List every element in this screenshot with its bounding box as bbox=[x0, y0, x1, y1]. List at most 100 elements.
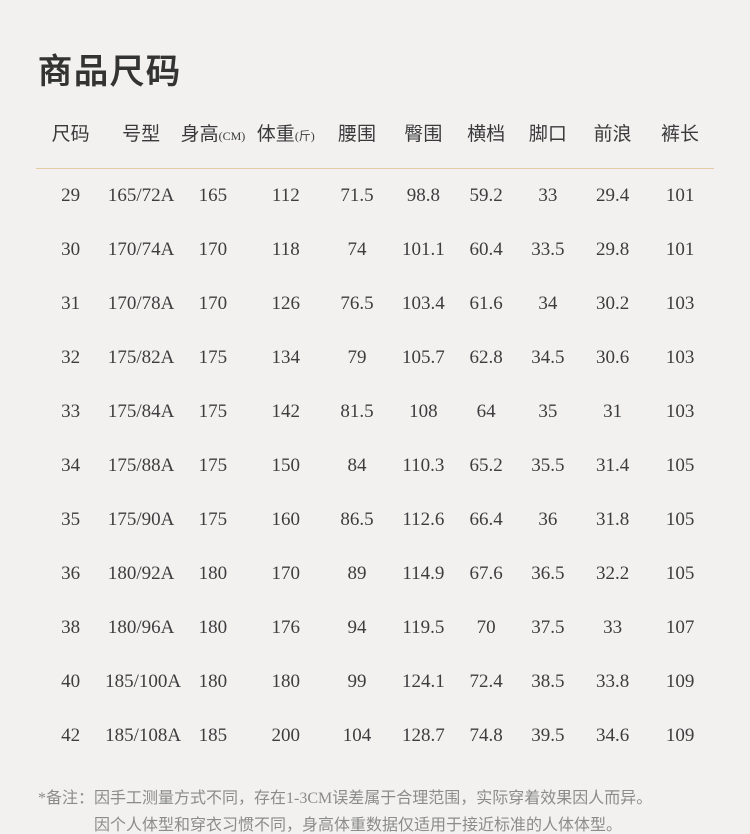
column-label-weight: 体重 bbox=[256, 124, 295, 145]
cell-weight: 134 bbox=[271, 346, 301, 368]
cell-size: 29 bbox=[61, 184, 81, 206]
cell-weight: 180 bbox=[271, 670, 301, 692]
cell-length: 107 bbox=[665, 616, 695, 638]
column-label-front-rise: 前浪 bbox=[593, 124, 632, 145]
cell-waist: 99 bbox=[347, 670, 367, 692]
cell-length: 103 bbox=[665, 400, 695, 422]
cell-height: 175 bbox=[198, 400, 228, 422]
cell-length: 105 bbox=[665, 454, 695, 476]
cell-front-rise: 33 bbox=[603, 616, 623, 638]
cell-leg-opening: 34 bbox=[538, 292, 558, 314]
cell-crotch: 74.8 bbox=[469, 724, 503, 746]
cell-waist: 94 bbox=[347, 616, 367, 638]
cell-size: 42 bbox=[61, 724, 81, 746]
cell-model: 180/96A bbox=[107, 616, 175, 638]
cell-hip: 114.9 bbox=[402, 562, 445, 584]
cell-height: 165 bbox=[198, 184, 228, 206]
cell-leg-opening: 33 bbox=[538, 184, 558, 206]
table-row: 33 175/84A 175 142 81.5 108 64 35 31 103 bbox=[36, 385, 714, 439]
header-row: 尺码 号型 身高(CM) 体重(斤) 腰围 臀围 横档 脚口 前浪 裤长 bbox=[36, 119, 714, 169]
column-header-hip: 臀围 bbox=[391, 119, 456, 169]
cell-crotch: 64 bbox=[476, 400, 496, 422]
cell-model: 180/92A bbox=[107, 562, 175, 584]
cell-length: 109 bbox=[665, 724, 695, 746]
size-table: 尺码 号型 身高(CM) 体重(斤) 腰围 臀围 横档 脚口 前浪 裤长 29 165/72A 165… bbox=[36, 119, 714, 763]
cell-weight: 170 bbox=[271, 562, 301, 584]
cell-waist: 104 bbox=[342, 724, 372, 746]
cell-front-rise: 34.6 bbox=[595, 724, 630, 746]
table-row: 36 180/92A 180 170 89 114.9 67.6 36.5 32.2 105 bbox=[36, 547, 714, 601]
cell-height: 180 bbox=[198, 562, 228, 584]
cell-leg-opening: 38.5 bbox=[531, 670, 565, 692]
size-table-header: 尺码 号型 身高(CM) 体重(斤) 腰围 臀围 横档 脚口 前浪 裤长 bbox=[36, 119, 714, 169]
column-unit-weight: (斤) bbox=[294, 129, 315, 143]
column-label-length: 裤长 bbox=[661, 124, 700, 145]
cell-length: 103 bbox=[665, 346, 695, 368]
column-label-waist: 腰围 bbox=[337, 124, 376, 145]
cell-size: 33 bbox=[61, 400, 81, 422]
cell-hip: 124.1 bbox=[402, 670, 445, 692]
cell-weight: 160 bbox=[271, 508, 301, 530]
cell-front-rise: 31 bbox=[603, 400, 623, 422]
cell-waist: 86.5 bbox=[340, 508, 374, 530]
cell-height: 175 bbox=[198, 508, 228, 530]
cell-leg-opening: 37.5 bbox=[531, 616, 565, 638]
cell-weight: 150 bbox=[271, 454, 301, 476]
column-header-crotch: 横档 bbox=[455, 119, 517, 169]
column-header-size: 尺码 bbox=[36, 119, 106, 169]
cell-model: 175/90A bbox=[107, 508, 175, 530]
cell-leg-opening: 33.5 bbox=[531, 238, 565, 260]
cell-leg-opening: 34.5 bbox=[531, 346, 565, 368]
cell-hip: 128.7 bbox=[402, 724, 445, 746]
cell-hip: 112.6 bbox=[402, 508, 445, 530]
cell-size: 36 bbox=[61, 562, 81, 584]
table-row: 42 185/108A 185 200 104 128.7 74.8 39.5 34.6 109 bbox=[36, 709, 714, 763]
column-header-weight: 体重(斤) bbox=[248, 119, 323, 169]
cell-size: 30 bbox=[61, 238, 81, 260]
table-row: 30 170/74A 170 118 74 101.1 60.4 33.5 29.8 101 bbox=[36, 223, 714, 277]
cell-waist: 76.5 bbox=[340, 292, 374, 314]
table-row: 40 185/100A 180 180 99 124.1 72.4 38.5 33.8 109 bbox=[36, 655, 714, 709]
cell-crotch: 67.6 bbox=[469, 562, 503, 584]
column-label-crotch: 横档 bbox=[467, 124, 506, 145]
cell-height: 180 bbox=[198, 670, 228, 692]
table-row: 29 165/72A 165 112 71.5 98.8 59.2 33 29.4 101 bbox=[36, 169, 714, 223]
column-header-model: 号型 bbox=[105, 119, 177, 169]
cell-length: 103 bbox=[665, 292, 695, 314]
cell-height: 175 bbox=[198, 454, 228, 476]
column-label-hip: 臀围 bbox=[404, 124, 443, 145]
cell-model: 175/88A bbox=[107, 454, 175, 476]
cell-size: 32 bbox=[61, 346, 81, 368]
cell-length: 101 bbox=[665, 238, 695, 260]
cell-weight: 176 bbox=[271, 616, 301, 638]
cell-hip: 105.7 bbox=[402, 346, 445, 368]
cell-weight: 126 bbox=[271, 292, 301, 314]
cell-front-rise: 31.8 bbox=[595, 508, 630, 530]
note-line: 因个人体型和穿衣习惯不同，身高体重数据仅适用于接近标准的人体体型。 bbox=[94, 816, 623, 834]
cell-height: 170 bbox=[198, 238, 228, 260]
column-label-model: 号型 bbox=[122, 124, 161, 145]
column-label-height: 身高 bbox=[180, 124, 219, 145]
column-header-front-rise: 前浪 bbox=[579, 119, 647, 169]
column-label-size: 尺码 bbox=[51, 124, 90, 145]
cell-length: 101 bbox=[665, 184, 695, 206]
cell-front-rise: 30.6 bbox=[595, 346, 630, 368]
cell-model: 170/74A bbox=[107, 238, 175, 260]
cell-waist: 89 bbox=[347, 562, 367, 584]
cell-size: 35 bbox=[61, 508, 81, 530]
cell-leg-opening: 35 bbox=[538, 400, 558, 422]
cell-front-rise: 29.8 bbox=[595, 238, 630, 260]
cell-crotch: 60.4 bbox=[469, 238, 503, 260]
cell-weight: 200 bbox=[271, 724, 301, 746]
column-header-length: 裤长 bbox=[646, 119, 714, 169]
cell-length: 105 bbox=[665, 508, 695, 530]
cell-leg-opening: 39.5 bbox=[531, 724, 565, 746]
cell-waist: 81.5 bbox=[340, 400, 374, 422]
cell-size: 40 bbox=[61, 670, 81, 692]
note-prefix: *备注： bbox=[38, 789, 95, 807]
cell-hip: 119.5 bbox=[402, 616, 445, 638]
column-header-waist: 腰围 bbox=[322, 119, 392, 169]
table-row: 38 180/96A 180 176 94 119.5 70 37.5 33 107 bbox=[36, 601, 714, 655]
cell-model: 175/84A bbox=[107, 400, 175, 422]
cell-crotch: 72.4 bbox=[469, 670, 503, 692]
